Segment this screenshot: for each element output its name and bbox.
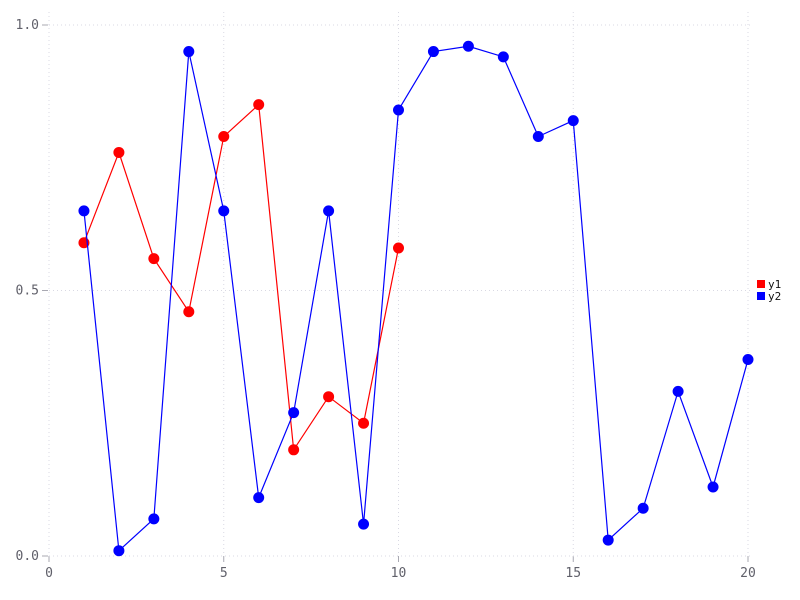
legend-swatch-y1 bbox=[757, 280, 765, 288]
data-point-y2 bbox=[742, 354, 754, 366]
y-tick-label: 0.0 bbox=[16, 549, 39, 564]
series-line-y2 bbox=[83, 45, 749, 552]
x-tick-label: 10 bbox=[391, 566, 407, 581]
data-point-y2 bbox=[637, 502, 649, 514]
data-point-y1 bbox=[323, 391, 335, 403]
data-point-y2 bbox=[427, 46, 439, 58]
data-point-y1 bbox=[253, 99, 265, 111]
data-point-y2 bbox=[78, 205, 90, 217]
data-point-y1 bbox=[113, 146, 125, 158]
y-tick-label: 0.5 bbox=[16, 284, 39, 299]
x-tick-label: 0 bbox=[45, 566, 53, 581]
data-point-y1 bbox=[218, 131, 230, 143]
data-point-y1 bbox=[393, 242, 404, 254]
data-point-y2 bbox=[288, 407, 300, 419]
data-point-y2 bbox=[462, 40, 474, 52]
data-point-y2 bbox=[183, 46, 195, 58]
data-point-y2 bbox=[672, 385, 684, 397]
data-point-y2 bbox=[218, 205, 230, 217]
data-point-y1 bbox=[288, 444, 300, 456]
data-point-y2 bbox=[323, 205, 335, 217]
legend-label-y2: y2 bbox=[768, 290, 781, 303]
legend-swatch-y2 bbox=[757, 292, 765, 300]
x-tick-label: 20 bbox=[740, 566, 756, 581]
x-tick-label: 5 bbox=[220, 566, 228, 581]
legend-label-y1: y1 bbox=[768, 278, 781, 291]
data-point-y2 bbox=[532, 131, 544, 143]
series-line-y1 bbox=[83, 103, 400, 452]
data-point-y1 bbox=[358, 417, 370, 429]
data-point-y2 bbox=[358, 518, 370, 530]
x-tick-label: 15 bbox=[565, 566, 581, 581]
data-point-y2 bbox=[113, 545, 125, 557]
data-point-y2 bbox=[497, 51, 509, 63]
data-point-y2 bbox=[393, 104, 404, 116]
data-point-y2 bbox=[602, 534, 614, 546]
data-point-y2 bbox=[148, 513, 160, 525]
data-point-y2 bbox=[253, 492, 265, 504]
data-point-y2 bbox=[567, 115, 579, 127]
data-point-y2 bbox=[707, 481, 719, 493]
y-tick-label: 1.0 bbox=[16, 18, 39, 33]
data-point-y1 bbox=[148, 253, 160, 265]
data-point-y1 bbox=[183, 306, 195, 318]
